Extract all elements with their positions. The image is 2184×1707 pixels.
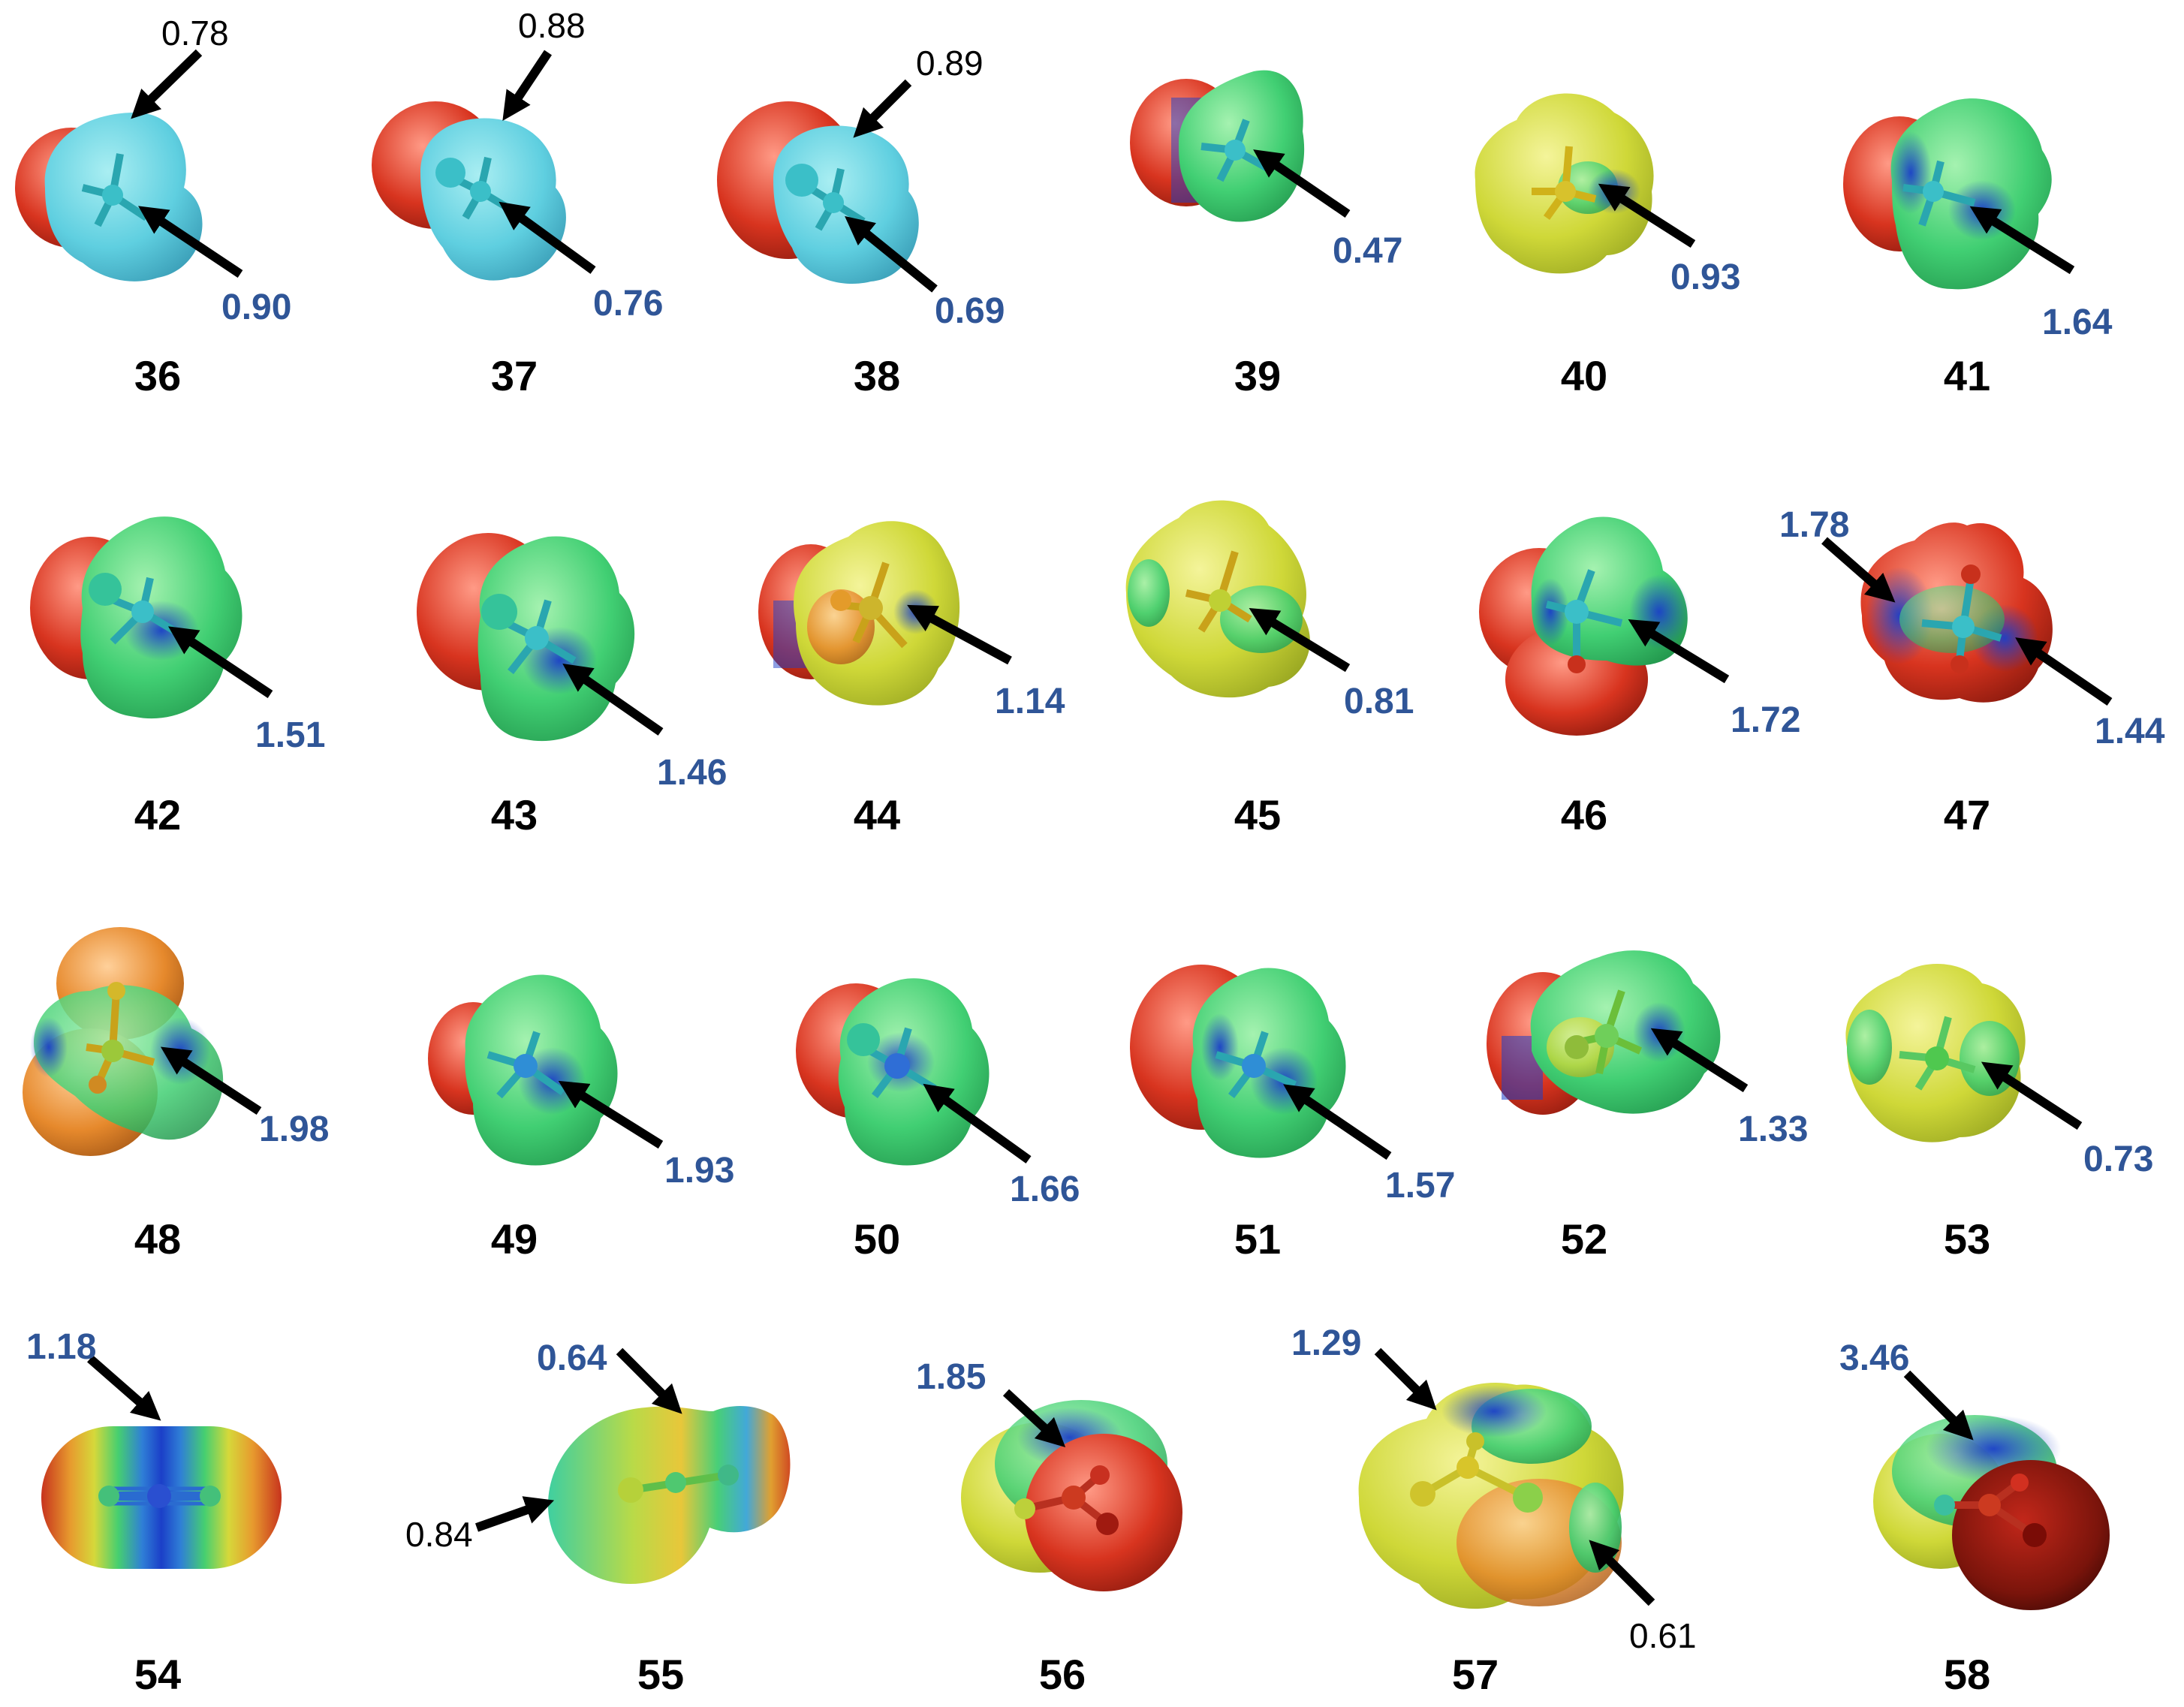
panel-label: 51 <box>1234 1215 1281 1263</box>
value-label: 1.33 <box>1738 1109 1808 1149</box>
value-label: 1.44 <box>2095 712 2165 751</box>
panel-label: 48 <box>134 1215 181 1263</box>
panel-label: 46 <box>1561 791 1607 838</box>
panel-label: 52 <box>1561 1215 1607 1263</box>
value-label: 1.14 <box>995 682 1065 721</box>
panel-54: 1.18 54 <box>26 1327 282 1698</box>
value-label: 0.73 <box>2083 1140 2153 1179</box>
panel-label: 44 <box>854 791 900 838</box>
value-label: 1.66 <box>1010 1170 1080 1209</box>
panel-label: 40 <box>1561 352 1607 399</box>
panel-51: 1.57 51 <box>1130 965 1455 1263</box>
panel-41: 1.64 41 <box>1843 98 2113 399</box>
panel-49: 1.93 49 <box>428 974 734 1263</box>
value-label: 1.98 <box>259 1109 329 1149</box>
panel-55: 0.64 0.84 55 <box>405 1338 791 1698</box>
panel-label: 41 <box>1944 352 1990 399</box>
value-label: 1.78 <box>1779 505 1849 545</box>
panel-label: 50 <box>854 1215 900 1263</box>
panel-label: 54 <box>134 1651 181 1698</box>
value-label: 1.57 <box>1385 1166 1455 1206</box>
panel-label: 58 <box>1944 1651 1990 1698</box>
value-label: 0.88 <box>518 6 586 45</box>
value-label: 0.64 <box>537 1338 607 1378</box>
value-label: 0.69 <box>935 291 1005 331</box>
panel-37: 0.88 0.76 37 <box>372 6 663 399</box>
value-label: 1.18 <box>26 1327 96 1367</box>
panel-43: 1.46 43 <box>417 533 727 838</box>
panel-47: 1.78 1.44 47 <box>1779 505 2165 838</box>
panel-40: 0.93 40 <box>1475 93 1740 399</box>
panel-38: 0.89 0.69 38 <box>717 44 1005 399</box>
value-label: 1.85 <box>916 1357 986 1397</box>
value-label: 0.47 <box>1333 231 1402 271</box>
panel-57: 1.29 0.61 57 <box>1291 1323 1697 1698</box>
panel-52: 1.33 52 <box>1487 950 1808 1263</box>
value-label: 1.93 <box>664 1151 734 1191</box>
value-label: 0.81 <box>1344 682 1414 721</box>
panel-label: 43 <box>491 791 538 838</box>
panel-label: 53 <box>1944 1215 1990 1263</box>
value-label: 0.78 <box>161 14 229 53</box>
value-label: 1.51 <box>255 715 325 755</box>
panel-45: 0.81 45 <box>1125 500 1414 838</box>
value-label: 0.76 <box>593 284 663 324</box>
panel-label: 57 <box>1452 1651 1499 1698</box>
value-label: 1.29 <box>1291 1323 1361 1363</box>
panel-label: 39 <box>1234 352 1281 399</box>
panel-50: 1.66 50 <box>796 978 1080 1263</box>
value-label: 0.90 <box>221 288 291 327</box>
value-label: 1.46 <box>657 753 727 793</box>
panel-39: 0.47 39 <box>1130 70 1402 399</box>
panel-48: 1.98 48 <box>23 927 329 1263</box>
value-label: 1.64 <box>2042 303 2113 342</box>
panel-label: 47 <box>1944 791 1990 838</box>
panel-42: 1.51 42 <box>30 516 325 838</box>
panel-label: 56 <box>1039 1651 1086 1698</box>
value-label: 3.46 <box>1839 1338 1909 1378</box>
value-label: 1.72 <box>1731 700 1800 740</box>
panel-label: 49 <box>491 1215 538 1263</box>
value-label: 0.84 <box>405 1515 473 1554</box>
panel-58: 3.46 58 <box>1839 1338 2110 1698</box>
panel-label: 55 <box>637 1651 684 1698</box>
value-label: 0.61 <box>1629 1616 1697 1655</box>
panel-label: 37 <box>491 352 538 399</box>
panel-label: 36 <box>134 352 181 399</box>
panel-label: 38 <box>854 352 900 399</box>
panel-label: 45 <box>1234 791 1281 838</box>
panel-53: 0.73 53 <box>1845 963 2153 1263</box>
value-label: 0.89 <box>916 44 984 83</box>
panel-56: 1.85 56 <box>916 1357 1182 1698</box>
value-label: 0.93 <box>1670 257 1740 297</box>
panel-36: 0.78 0.90 36 <box>15 14 291 399</box>
panel-label: 42 <box>134 791 181 838</box>
panel-46: 1.72 46 <box>1479 516 1800 838</box>
panel-44: 1.14 44 <box>758 521 1065 838</box>
